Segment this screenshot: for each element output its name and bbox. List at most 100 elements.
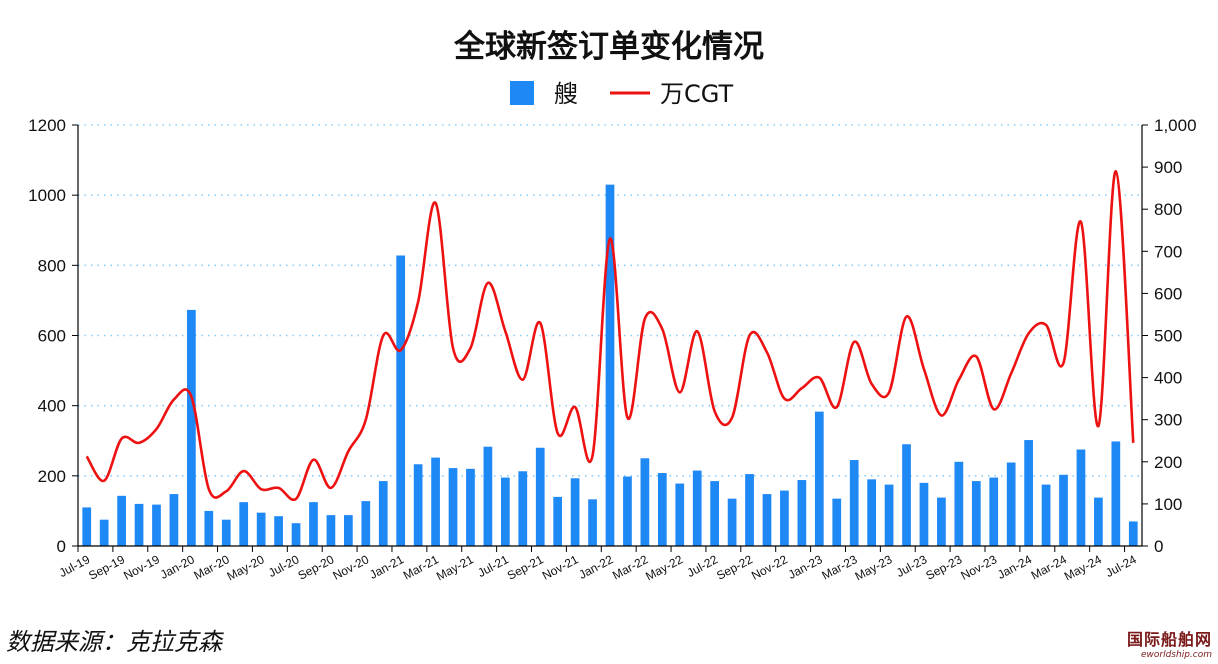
cgt-line — [85, 170, 1135, 502]
bar — [256, 512, 266, 546]
x-tick-label: Mar-21 — [401, 552, 441, 582]
watermark-sub: eworldship.com — [1140, 650, 1212, 660]
bar — [274, 516, 283, 546]
bar — [99, 519, 109, 546]
bar — [344, 515, 353, 546]
y-right-tick-label: 500 — [1154, 327, 1182, 346]
bar — [431, 457, 440, 546]
y-axis-left-labels: 0 200 400 600 800 1000 1200 — [28, 116, 66, 556]
x-tick-label: May-24 — [1062, 552, 1104, 583]
bar — [483, 446, 493, 546]
bar — [239, 502, 249, 546]
legend-label-line: 万CGT — [660, 80, 733, 108]
bar — [710, 481, 720, 546]
x-tick-label: Mar-24 — [1029, 552, 1069, 582]
bar — [902, 444, 911, 546]
bar — [884, 484, 894, 546]
y-right-tick-label: 200 — [1154, 453, 1182, 472]
x-tick-label: May-20 — [225, 552, 267, 583]
source-note: 数据来源：克拉克森 — [6, 628, 222, 656]
legend-label-bars: 艘 — [554, 80, 578, 108]
bar — [727, 498, 737, 546]
y-left-tick-label: 200 — [38, 467, 66, 486]
legend-bar-swatch — [510, 81, 534, 105]
y-right-tick-label: 400 — [1154, 369, 1182, 388]
bar — [500, 477, 510, 546]
x-tick-label: Nov-22 — [749, 552, 790, 583]
bar — [1076, 449, 1086, 546]
y-left-tick-label: 0 — [57, 537, 66, 556]
bar — [1111, 441, 1121, 546]
bar — [657, 473, 667, 546]
bar — [1094, 497, 1103, 546]
chart-title: 全球新签订单变化情况 — [453, 29, 764, 65]
bar — [535, 447, 545, 546]
bar — [1128, 521, 1138, 546]
y-left-tick-label: 1000 — [28, 186, 66, 205]
bar — [937, 497, 946, 546]
bar — [361, 501, 371, 546]
bar — [413, 464, 423, 546]
x-tick-label: Nov-23 — [958, 552, 999, 583]
bar — [396, 255, 406, 546]
x-tick-label: Jan-24 — [995, 552, 1034, 582]
line-series — [85, 170, 1135, 502]
bar — [448, 468, 458, 546]
x-tick-label: Jul-22 — [685, 552, 721, 580]
y-left-tick-label: 1200 — [28, 116, 66, 135]
bar — [780, 490, 789, 546]
bar — [605, 184, 615, 546]
bar — [867, 479, 876, 546]
y-left-tick-label: 400 — [38, 397, 66, 416]
bar — [553, 496, 563, 546]
bar — [152, 504, 161, 546]
bar — [623, 476, 632, 546]
x-tick-label: Sep-23 — [924, 552, 965, 583]
bar — [849, 460, 859, 546]
y-right-tick-label: 900 — [1154, 158, 1182, 177]
bar — [640, 458, 650, 546]
x-tick-label: Jul-24 — [1103, 552, 1139, 580]
legend: 艘 万CGT — [510, 80, 733, 108]
bar — [588, 499, 597, 546]
bar — [187, 309, 196, 546]
watermark-main: 国际船舶网 — [1126, 630, 1212, 649]
y-right-tick-label: 300 — [1154, 411, 1182, 430]
bar — [832, 498, 842, 546]
bar — [1024, 440, 1033, 546]
bar — [309, 502, 318, 546]
x-tick-label: Jan-22 — [576, 552, 615, 582]
x-tick-label: Nov-19 — [121, 552, 162, 583]
x-tick-label: Jul-23 — [894, 552, 930, 580]
y-left-tick-label: 600 — [38, 327, 66, 346]
x-tick-label: Jan-20 — [158, 552, 197, 582]
watermark-logo: 国际船舶网 eworldship.com — [1127, 626, 1212, 660]
chart-canvas: 全球新签订单变化情况 艘 万CGT 020040060080010001200 … — [28, 29, 1196, 583]
x-tick-label: May-22 — [643, 552, 685, 583]
x-tick-label: Mar-22 — [610, 552, 650, 582]
bar — [326, 515, 336, 546]
y-right-tick-label: 600 — [1154, 284, 1182, 303]
bar — [117, 495, 126, 546]
y-left-tick-label: 800 — [38, 256, 66, 275]
bar — [1059, 474, 1068, 546]
x-tick-label: May-21 — [434, 552, 476, 583]
bar — [745, 474, 754, 546]
x-tick-label: Sep-20 — [296, 552, 337, 583]
bar — [919, 482, 929, 546]
x-tick-label: Sep-21 — [505, 552, 546, 583]
axes — [72, 124, 1148, 552]
bar — [204, 510, 214, 546]
bar — [134, 503, 144, 546]
y-right-tick-label: 100 — [1154, 495, 1182, 514]
bar — [971, 481, 981, 546]
bar — [1006, 462, 1016, 546]
bar — [675, 483, 685, 546]
y-right-tick-label: 800 — [1154, 200, 1182, 219]
x-tick-label: Nov-21 — [540, 552, 581, 583]
y-right-tick-label: 0 — [1154, 537, 1163, 556]
bar — [466, 468, 475, 546]
bar — [221, 519, 231, 546]
bar-series — [82, 184, 1138, 546]
